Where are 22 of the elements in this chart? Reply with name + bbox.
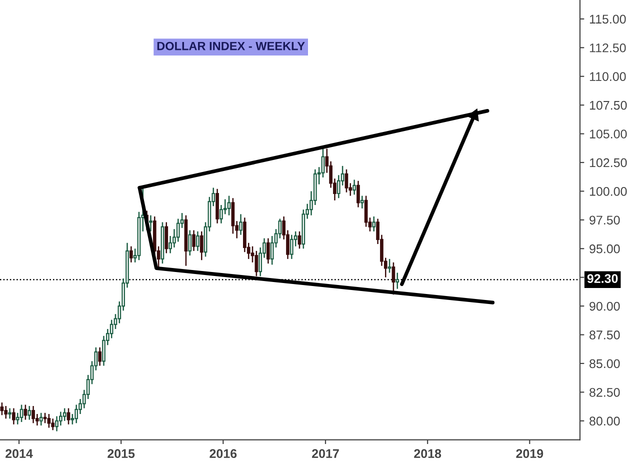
y-tick-label: 102.50 [590, 158, 627, 168]
y-tick-label: 100.00 [590, 187, 627, 196]
y-tick-label: 80.00 [590, 416, 620, 426]
x-tick-label: 2016 [210, 449, 237, 458]
y-tick-label: 105.00 [590, 130, 627, 138]
text: DOLLAR INDEX - WEEKLY [157, 42, 305, 50]
x-tick-label: 2015 [108, 449, 135, 458]
y-tick-label: 90.00 [590, 302, 620, 311]
ref-line-label: 92.30 [587, 274, 618, 283]
y-tick-label: 82.50 [590, 388, 620, 397]
y-tick-label: 97.50 [590, 216, 620, 225]
y-tick-label: 115.00 [590, 14, 626, 24]
y-tick-label: 85.00 [590, 359, 620, 368]
x-tick-label: 2019 [516, 449, 544, 458]
x-tick-label: 2018 [414, 449, 442, 458]
y-tick-label: 110.00 [590, 72, 626, 82]
x-tick-label: 2014 [6, 449, 33, 458]
x-tick-label: 2017 [312, 449, 339, 458]
y-tick-label: 95.00 [590, 244, 620, 254]
y-tick-label: 107.50 [590, 100, 627, 110]
y-tick-label: 87.50 [590, 330, 620, 340]
y-tick-label: 112.50 [590, 43, 626, 52]
